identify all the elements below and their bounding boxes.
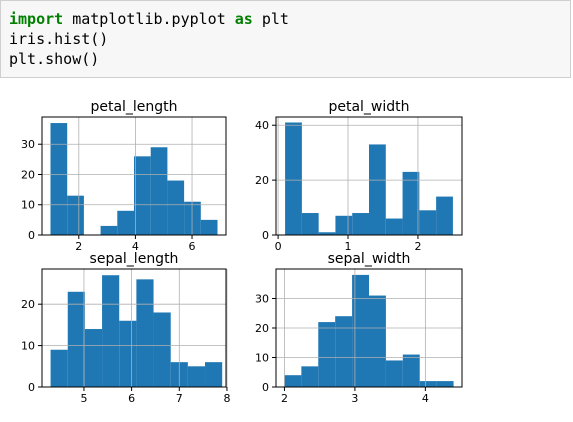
histogram-bar — [419, 210, 437, 235]
y-tick-label: 20 — [21, 168, 35, 181]
histogram-bar — [419, 381, 437, 387]
x-tick-label: 2 — [414, 240, 421, 253]
code-token: iris.hist() — [9, 30, 109, 48]
y-tick-label: 10 — [21, 340, 35, 353]
y-tick-label: 20 — [255, 322, 269, 335]
histogram-bar — [150, 147, 168, 235]
histogram-bar — [385, 360, 403, 387]
code-token: plt.show() — [9, 50, 100, 68]
histogram-bar — [402, 354, 420, 387]
x-tick-label: 8 — [223, 392, 230, 405]
axes-frame — [41, 116, 227, 236]
histogram-bar — [402, 171, 420, 235]
histogram-bar — [184, 201, 201, 235]
histogram-bar — [136, 279, 154, 387]
histogram-sepal_width: sepal_width 2 3 4 0 10 20 30 — [255, 251, 463, 405]
histogram-bar — [369, 144, 386, 235]
x-tick-label: 4 — [422, 392, 429, 405]
code-keyword: as — [234, 10, 253, 28]
chart-title: petal_width — [328, 99, 409, 115]
x-tick-label: 2 — [75, 240, 82, 253]
histogram-bar — [119, 320, 137, 387]
axes-frame — [275, 116, 463, 236]
code-line-1[interactable]: import matplotlib.pyplot as plt — [9, 9, 289, 29]
y-tick-label: 10 — [21, 199, 35, 212]
histogram-bar — [153, 312, 171, 387]
x-tick-label: 2 — [281, 392, 288, 405]
x-tick-label: 7 — [176, 392, 183, 405]
chart-title: petal_length — [90, 99, 177, 115]
y-tick-label: 0 — [28, 229, 35, 242]
y-tick-label: 0 — [262, 229, 269, 242]
histogram-sepal_length: sepal_length 5 6 7 8 0 10 20 — [21, 251, 230, 405]
chart-title: sepal_length — [90, 251, 179, 267]
x-tick-label: 4 — [132, 240, 139, 253]
y-tick-label: 10 — [255, 352, 269, 365]
chart-title: sepal_width — [328, 251, 411, 267]
histogram-bar — [301, 366, 319, 387]
code-line-2[interactable]: iris.hist() — [9, 29, 108, 49]
histogram-bar — [134, 156, 151, 235]
histogram-bar — [352, 213, 369, 235]
histogram-bar — [284, 375, 302, 387]
histogram-bar — [50, 123, 68, 235]
y-tick-label: 0 — [28, 381, 35, 394]
histogram-bar — [200, 219, 218, 235]
histogram-bar — [335, 316, 353, 387]
histogram-bar — [369, 295, 386, 387]
code-keyword: import — [9, 10, 64, 28]
x-tick-label: 3 — [351, 392, 358, 405]
histogram-bar — [385, 218, 403, 235]
x-tick-label: 5 — [80, 392, 87, 405]
y-tick-label: 30 — [21, 138, 35, 151]
histogram-bar — [436, 196, 453, 235]
y-tick-label: 40 — [255, 119, 269, 132]
y-tick-label: 30 — [255, 293, 269, 306]
y-tick-label: 20 — [21, 298, 35, 311]
histogram-bar — [84, 329, 103, 387]
histogram-bar — [117, 210, 134, 235]
x-tick-label: 0 — [275, 240, 282, 253]
code-token: matplotlib.pyplot — [63, 10, 235, 28]
histogram-bar — [318, 232, 336, 235]
x-tick-label: 6 — [189, 240, 196, 253]
axes-frame — [41, 268, 227, 388]
histogram-bar — [318, 322, 336, 387]
x-tick-label: 6 — [128, 392, 135, 405]
histogram-bar — [102, 275, 120, 387]
histogram-bar — [301, 213, 319, 235]
code-token: plt — [252, 10, 289, 28]
histogram-bar — [436, 381, 454, 387]
code-line-3[interactable]: plt.show() — [9, 49, 99, 69]
histogram-bar — [187, 366, 206, 387]
histogram-bar — [205, 362, 223, 387]
histogram-bar — [100, 225, 118, 235]
y-tick-label: 20 — [255, 174, 269, 187]
x-tick-label: 1 — [345, 240, 352, 253]
histogram-petal_length: petal_length 2 4 6 0 10 20 30 — [21, 99, 227, 253]
histogram-bar — [50, 349, 68, 387]
histogram-bar — [335, 215, 353, 235]
histogram-bar — [167, 180, 185, 235]
histogram-bar — [67, 195, 84, 235]
code-cell[interactable]: import matplotlib.pyplot as plt iris.his… — [0, 0, 571, 78]
histogram-bar — [352, 274, 369, 387]
histogram-bar — [285, 122, 302, 235]
y-tick-label: 0 — [262, 381, 269, 394]
histogram-bar — [67, 291, 85, 387]
